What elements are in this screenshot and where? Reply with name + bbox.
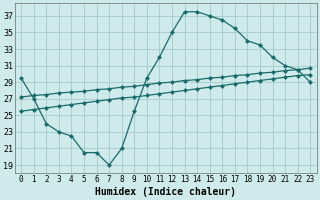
X-axis label: Humidex (Indice chaleur): Humidex (Indice chaleur): [95, 186, 236, 197]
